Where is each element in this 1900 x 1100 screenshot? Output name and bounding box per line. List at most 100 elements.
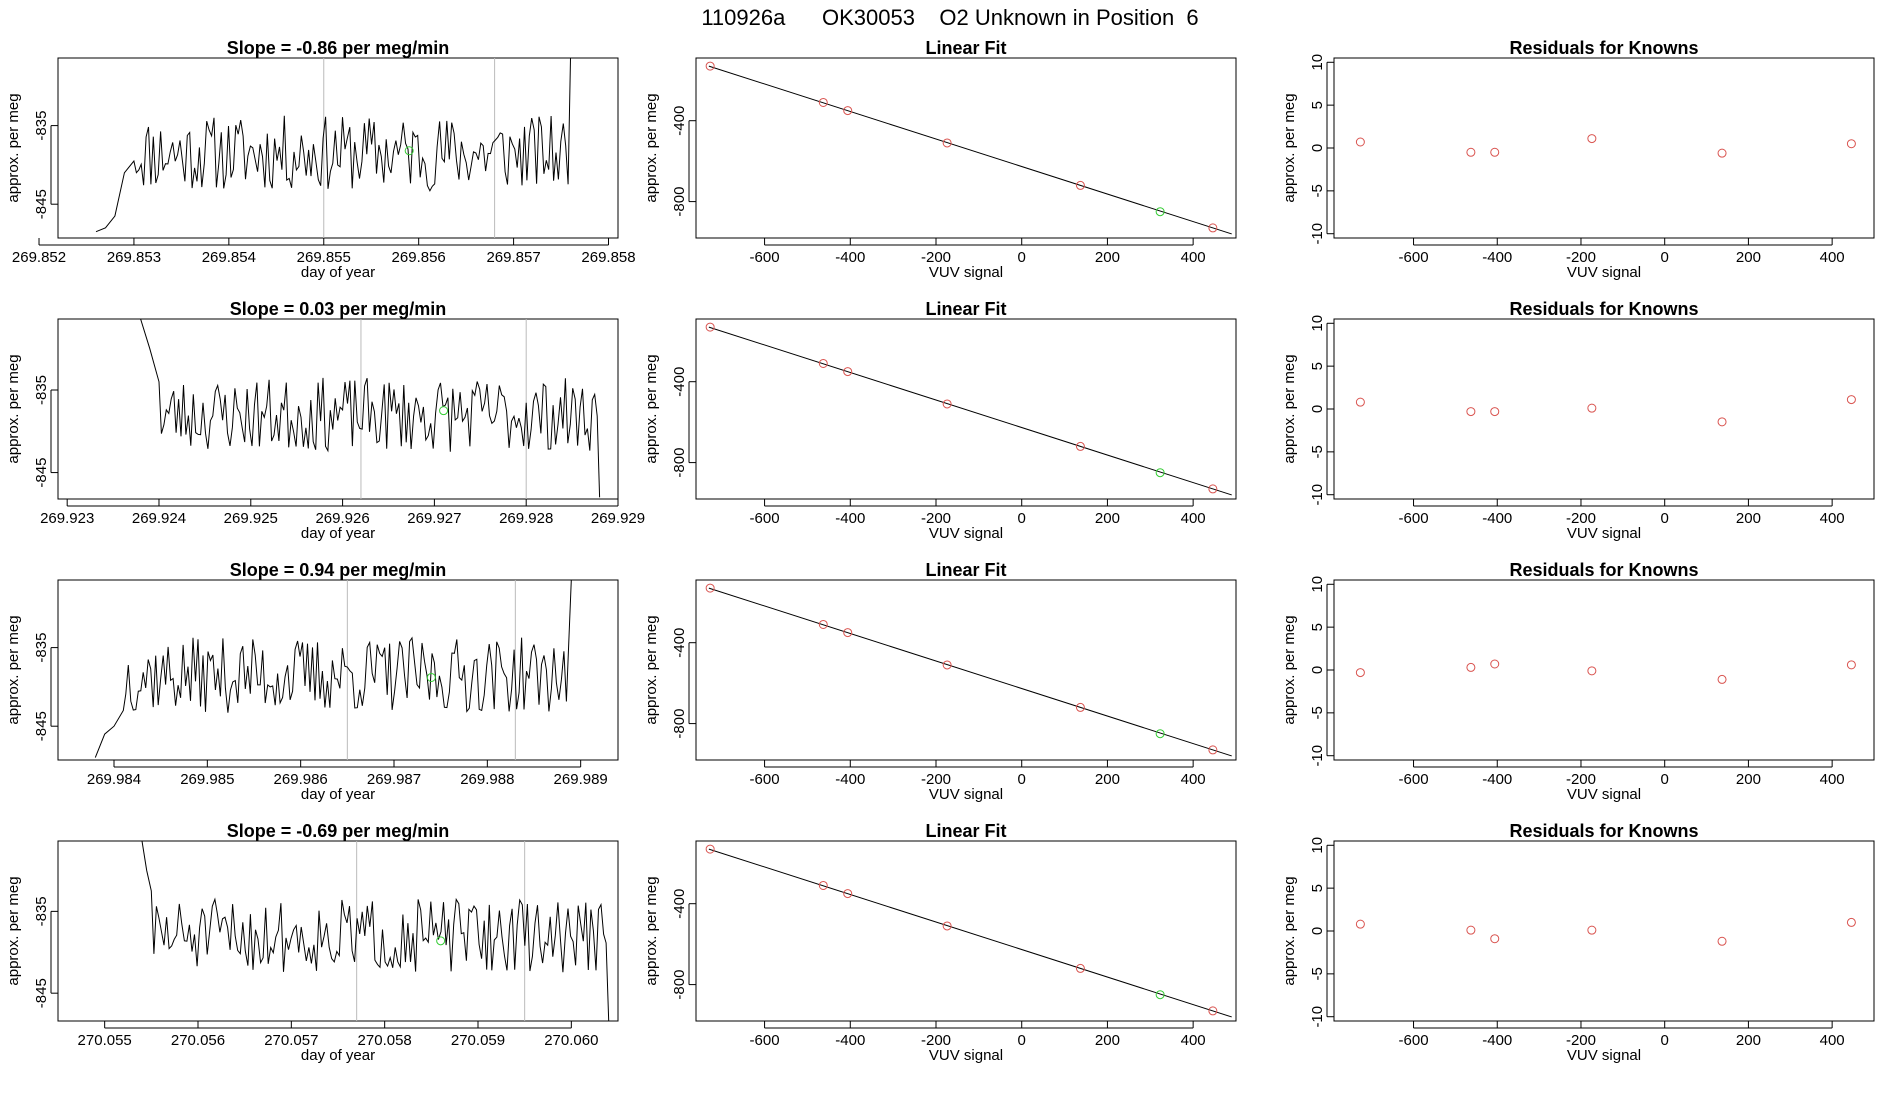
known-point (818, 358, 828, 368)
x-tick-label: 269.989 (554, 771, 608, 788)
residual-point (1466, 662, 1476, 672)
x-tick-label: 200 (1736, 1032, 1761, 1049)
chart-title: Slope = -0.69 per meg/min (227, 821, 450, 841)
chart-panel-3: Residuals for Knowns -600 -400 -200 0 200 400 V… (1281, 38, 1875, 281)
x-tick-label: -400 (835, 249, 865, 266)
chart-title: Residuals for Knowns (1509, 821, 1698, 841)
x-tick-label: 269.928 (499, 510, 553, 527)
x-tick-label: 200 (1095, 249, 1120, 266)
x-tick-label: 269.856 (392, 249, 446, 266)
chart-panel-12: Residuals for Knowns -600 -400 -200 0 200 400 V… (1281, 821, 1875, 1064)
residual-point (1355, 137, 1365, 147)
y-tick-label: -10 (1309, 484, 1326, 506)
y-tick-label: -800 (671, 187, 688, 217)
x-tick-label: 200 (1736, 771, 1761, 788)
known-point (1208, 223, 1218, 233)
unknown-point (439, 406, 449, 416)
fit-line (708, 326, 1232, 496)
chart-title: Slope = 0.03 per meg/min (230, 299, 447, 319)
x-tick-label: 269.927 (407, 510, 461, 527)
known-point (843, 367, 853, 377)
plot-area (1355, 659, 1856, 684)
data-series-line (141, 841, 610, 1021)
residual-point (1717, 417, 1727, 427)
x-tick-label: 269.926 (315, 510, 369, 527)
unknown-point (1155, 207, 1165, 217)
known-point (705, 844, 715, 854)
x-axis-label: VUV signal (1567, 264, 1641, 281)
chart-title: Linear Fit (925, 560, 1006, 580)
y-tick-label: -5 (1309, 184, 1326, 197)
x-tick-label: 200 (1736, 249, 1761, 266)
x-tick-label: -600 (1399, 771, 1429, 788)
x-tick-label: -200 (921, 1032, 951, 1049)
known-point (1208, 1006, 1218, 1016)
y-tick-label: -845 (33, 458, 50, 488)
x-tick-label: 269.987 (367, 771, 421, 788)
chart-title: Linear Fit (925, 821, 1006, 841)
y-tick-label: 5 (1309, 362, 1326, 370)
y-tick-label: -5 (1309, 445, 1326, 458)
data-series-line (140, 319, 601, 498)
x-tick-label: 0 (1018, 249, 1026, 266)
x-tick-label: 269.925 (224, 510, 278, 527)
plot-area (140, 319, 601, 499)
residual-point (1355, 397, 1365, 407)
known-point (843, 889, 853, 899)
x-tick-label: 270.059 (451, 1032, 505, 1049)
y-tick-label: 0 (1309, 927, 1326, 935)
residual-point (1355, 919, 1365, 929)
x-tick-label: -600 (1399, 249, 1429, 266)
known-point (843, 628, 853, 638)
residual-point (1466, 925, 1476, 935)
y-tick-label: 5 (1309, 623, 1326, 631)
chart-title: Linear Fit (925, 38, 1006, 58)
x-axis-label: VUV signal (1567, 525, 1641, 542)
chart-panel-4: Slope = 0.03 per meg/min 269.923 269.924 26… (5, 299, 645, 542)
known-point (942, 921, 952, 931)
x-tick-label: 0 (1661, 1032, 1669, 1049)
chart-title: Residuals for Knowns (1509, 299, 1698, 319)
x-tick-label: 200 (1736, 510, 1761, 527)
y-tick-label: -400 (671, 106, 688, 136)
x-tick-label: -600 (750, 771, 780, 788)
residual-point (1587, 403, 1597, 413)
y-axis-label: approx. per meg (643, 876, 660, 985)
plot-area (705, 844, 1232, 1018)
x-tick-label: -200 (921, 771, 951, 788)
y-tick-label: 0 (1309, 405, 1326, 413)
plot-frame (57, 318, 619, 500)
x-tick-label: 0 (1018, 510, 1026, 527)
x-tick-label: -600 (1399, 510, 1429, 527)
y-axis-label: approx. per meg (1281, 93, 1298, 202)
fit-line (708, 65, 1232, 235)
y-tick-label: -400 (671, 367, 688, 397)
known-point (942, 138, 952, 148)
x-tick-label: -200 (921, 249, 951, 266)
unknown-point (1155, 990, 1165, 1000)
x-tick-label: -200 (921, 510, 951, 527)
x-tick-label: 269.858 (581, 249, 635, 266)
x-tick-label: -400 (1482, 771, 1512, 788)
y-tick-label: 10 (1309, 54, 1326, 71)
x-tick-label: 400 (1181, 510, 1206, 527)
y-tick-label: 0 (1309, 666, 1326, 674)
residual-point (1717, 936, 1727, 946)
x-tick-label: -600 (1399, 1032, 1429, 1049)
known-point (1075, 441, 1085, 451)
residual-point (1587, 666, 1597, 676)
chart-panel-8: Linear Fit -600 -400 -200 0 200 400 VUV signal -… (643, 560, 1237, 803)
plot-area (705, 583, 1232, 757)
residual-point (1490, 407, 1500, 417)
x-tick-label: 269.985 (180, 771, 234, 788)
y-tick-label: -800 (671, 970, 688, 1000)
known-point (818, 619, 828, 629)
residual-point (1587, 134, 1597, 144)
unknown-point (1155, 729, 1165, 739)
x-tick-label: -600 (750, 1032, 780, 1049)
plot-frame (57, 840, 619, 1022)
plot-frame (695, 840, 1237, 1022)
residual-point (1490, 147, 1500, 157)
unknown-point (1155, 468, 1165, 478)
y-tick-label: 10 (1309, 837, 1326, 854)
